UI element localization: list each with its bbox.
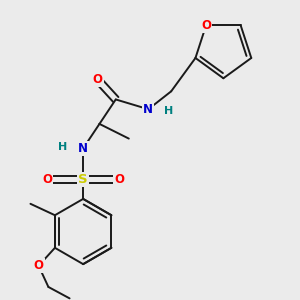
Text: H: H: [58, 142, 68, 152]
Text: O: O: [42, 173, 52, 186]
Text: O: O: [34, 259, 44, 272]
Text: O: O: [93, 74, 103, 86]
Text: S: S: [78, 173, 88, 186]
Text: N: N: [143, 103, 153, 116]
Text: O: O: [114, 173, 124, 186]
Text: O: O: [201, 19, 211, 32]
Text: H: H: [164, 106, 173, 116]
Text: N: N: [78, 142, 88, 155]
